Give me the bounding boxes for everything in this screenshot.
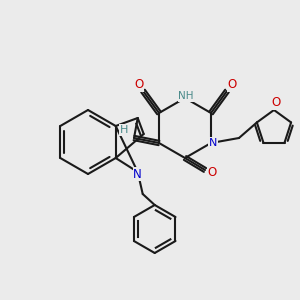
Text: NH: NH <box>178 91 194 101</box>
Text: N: N <box>133 167 142 181</box>
Text: O: O <box>227 79 237 92</box>
Text: H: H <box>120 125 128 135</box>
Text: O: O <box>207 166 217 178</box>
Text: O: O <box>134 79 144 92</box>
Text: N: N <box>209 138 217 148</box>
Text: O: O <box>272 97 280 110</box>
